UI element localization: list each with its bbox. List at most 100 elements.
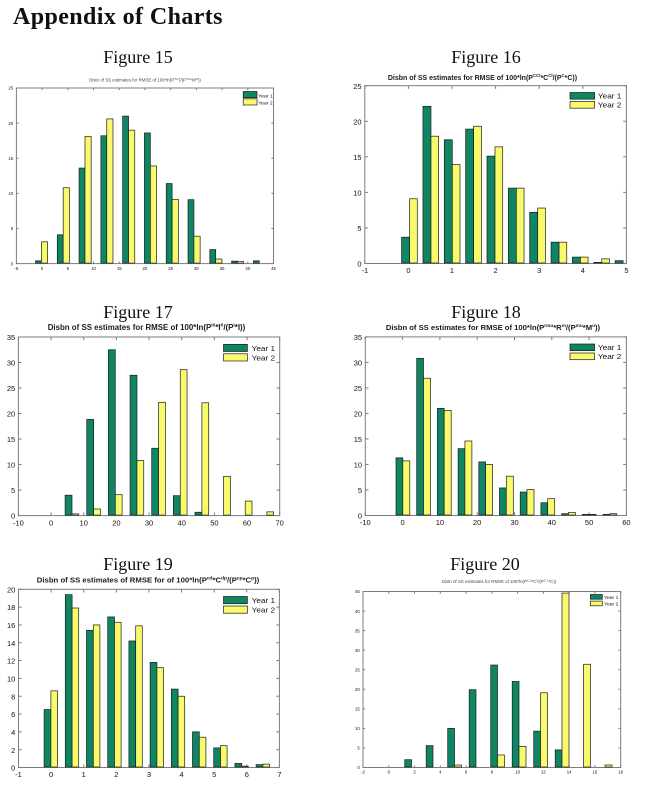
svg-text:8: 8 [491,770,494,775]
svg-text:5: 5 [357,746,360,751]
svg-text:30: 30 [145,518,153,527]
svg-text:16: 16 [593,770,598,775]
svg-text:Disbn of SS estimates for RMSE: Disbn of SS estimates for RMSE of 100*ln… [386,323,601,332]
svg-text:45: 45 [271,266,276,271]
svg-text:20: 20 [473,518,481,527]
svg-text:15: 15 [354,435,362,444]
svg-text:30: 30 [194,266,199,271]
svg-text:Year 1: Year 1 [598,91,621,100]
svg-text:12: 12 [7,657,15,666]
svg-text:Disbn of SS estimates of RMSE: Disbn of SS estimates of RMSE for of 100… [37,575,260,584]
svg-text:25: 25 [8,86,13,91]
svg-text:2: 2 [494,266,498,275]
svg-text:4: 4 [581,266,585,275]
svg-text:35: 35 [7,333,15,342]
svg-text:15: 15 [355,707,360,712]
svg-text:8: 8 [11,692,15,701]
svg-text:25: 25 [353,82,361,91]
svg-text:5: 5 [67,266,70,271]
svg-text:30: 30 [355,648,360,653]
svg-text:-10: -10 [360,518,371,527]
svg-text:40: 40 [548,518,556,527]
svg-text:15: 15 [353,153,361,162]
svg-text:6: 6 [465,770,468,775]
svg-text:-5: -5 [14,266,18,271]
svg-text:2: 2 [413,770,416,775]
svg-text:0: 0 [357,765,360,770]
svg-text:25: 25 [354,384,362,393]
svg-text:40: 40 [355,609,360,614]
svg-text:5: 5 [212,770,216,779]
svg-text:25: 25 [7,384,15,393]
svg-text:14: 14 [7,639,15,648]
svg-text:20: 20 [112,518,120,527]
svg-text:10: 10 [80,518,88,527]
svg-text:20: 20 [353,117,361,126]
svg-text:2: 2 [114,770,118,779]
svg-text:20: 20 [7,585,15,594]
svg-text:0: 0 [11,764,15,773]
svg-text:70: 70 [276,518,284,527]
svg-text:0: 0 [358,512,362,521]
svg-text:16: 16 [7,621,15,630]
svg-text:45: 45 [355,589,360,594]
svg-text:25: 25 [355,667,360,672]
svg-text:10: 10 [8,191,13,196]
svg-text:40: 40 [178,518,186,527]
svg-text:35: 35 [220,266,225,271]
svg-text:5: 5 [624,266,628,275]
svg-text:Year 1: Year 1 [598,343,621,352]
svg-text:-10: -10 [13,518,24,527]
svg-text:12: 12 [541,770,546,775]
svg-text:5: 5 [358,486,362,495]
svg-text:15: 15 [8,156,13,161]
svg-text:35: 35 [354,333,362,342]
svg-text:2: 2 [11,746,15,755]
svg-text:40: 40 [245,266,250,271]
svg-text:Year 2: Year 2 [598,100,621,109]
svg-text:Distn of SS estimates for RMSE: Distn of SS estimates for RMSE of 100*ln… [89,77,201,82]
svg-text:30: 30 [7,359,15,368]
svg-text:0: 0 [11,261,14,266]
svg-text:10: 10 [353,188,361,197]
svg-text:18: 18 [618,770,623,775]
svg-text:Disbn of SS estimates for RMSE: Disbn of SS estimates for RMSE of 100*ln… [388,73,577,82]
svg-text:Year 2: Year 2 [604,601,619,606]
svg-text:Year 2: Year 2 [252,605,275,614]
svg-text:50: 50 [585,518,593,527]
svg-text:20: 20 [7,410,15,419]
svg-text:1: 1 [450,266,454,275]
svg-text:Year 2: Year 2 [258,101,273,106]
svg-text:0: 0 [388,770,391,775]
svg-text:5: 5 [11,226,14,231]
svg-text:10: 10 [7,461,15,470]
svg-text:3: 3 [537,266,541,275]
svg-text:0: 0 [401,518,405,527]
svg-text:Year 1: Year 1 [252,596,275,605]
svg-text:60: 60 [243,518,251,527]
svg-text:0: 0 [49,518,53,527]
svg-text:Distn of SS estimates for RMSE: Distn of SS estimates for RMSE of 100*ln… [442,579,557,584]
svg-text:Year 1: Year 1 [258,93,273,98]
svg-text:Year 2: Year 2 [598,352,621,361]
svg-text:6: 6 [11,710,15,719]
svg-text:0: 0 [49,770,53,779]
svg-text:5: 5 [357,224,361,233]
svg-text:0: 0 [357,260,361,269]
svg-text:15: 15 [117,266,122,271]
svg-text:0: 0 [11,512,15,521]
svg-text:4: 4 [11,728,15,737]
svg-text:10: 10 [354,461,362,470]
svg-text:20: 20 [355,687,360,692]
svg-text:10: 10 [436,518,444,527]
svg-text:10: 10 [91,266,96,271]
svg-text:Year 1: Year 1 [252,344,275,353]
svg-text:10: 10 [7,675,15,684]
svg-text:Disbn of SS estimates for RMSE: Disbn of SS estimates for RMSE of 100*ln… [48,323,246,332]
svg-text:0: 0 [406,266,410,275]
svg-text:3: 3 [147,770,151,779]
svg-text:10: 10 [355,726,360,731]
svg-text:30: 30 [354,359,362,368]
svg-text:-1: -1 [15,770,22,779]
svg-text:4: 4 [439,770,442,775]
